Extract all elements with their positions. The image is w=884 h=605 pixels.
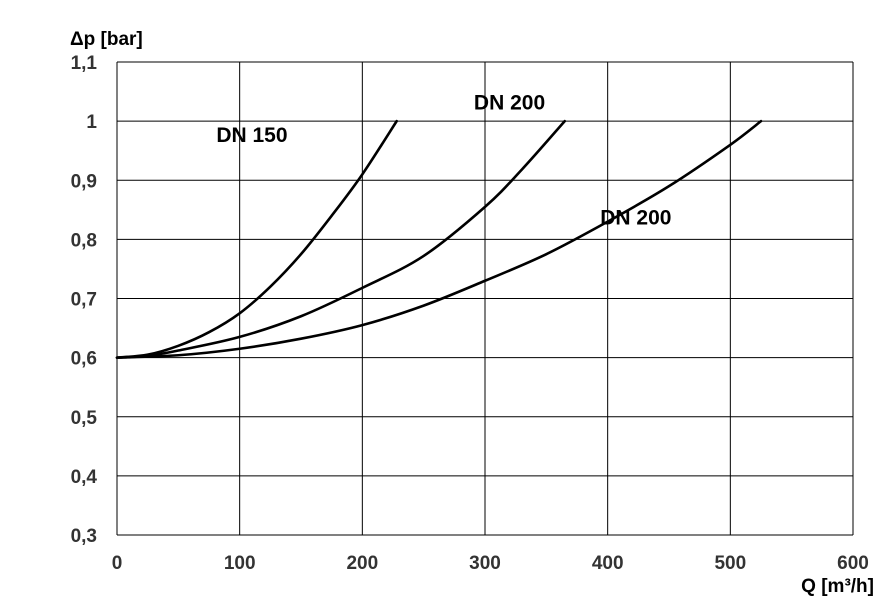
series-line-2 <box>115 119 567 359</box>
y-tick-label: 0,9 <box>71 171 97 192</box>
x-tick-labels: 0 100 200 300 400 500 600 <box>112 553 869 574</box>
y-tick-label: 0,4 <box>71 467 98 488</box>
x-tick-label: 500 <box>714 553 746 574</box>
y-tick-label: 0,3 <box>71 526 97 547</box>
y-axis-label: Δp [bar] <box>70 29 143 50</box>
x-tick-label: 600 <box>837 553 869 574</box>
series-label-1: DN 150 <box>216 124 287 147</box>
x-tick-label: 400 <box>592 553 624 574</box>
x-tick-label: 300 <box>469 553 501 574</box>
x-tick-label: 0 <box>112 553 123 574</box>
series-label-3: DN 200 <box>600 207 671 230</box>
series-line-3 <box>115 119 763 359</box>
series-line-1 <box>115 119 398 359</box>
x-axis-label: Q [m³/h] <box>801 576 874 597</box>
curves <box>115 119 763 359</box>
y-tick-label: 0,6 <box>71 349 97 370</box>
x-tick-label: 100 <box>224 553 256 574</box>
grid <box>116 61 854 536</box>
x-tick-label: 200 <box>346 553 378 574</box>
curve-labels: DN 150 DN 200 DN 200 <box>216 91 671 229</box>
y-tick-label: 0,7 <box>71 290 97 311</box>
y-tick-label: 1,1 <box>71 53 98 74</box>
y-tick-label: 1 <box>86 112 97 133</box>
y-tick-labels: 0,3 0,4 0,5 0,6 0,7 0,8 0,9 1 1,1 <box>71 53 98 547</box>
y-tick-label: 0,5 <box>71 408 98 429</box>
y-tick-label: 0,8 <box>71 230 97 251</box>
series-label-2: DN 200 <box>474 91 545 114</box>
